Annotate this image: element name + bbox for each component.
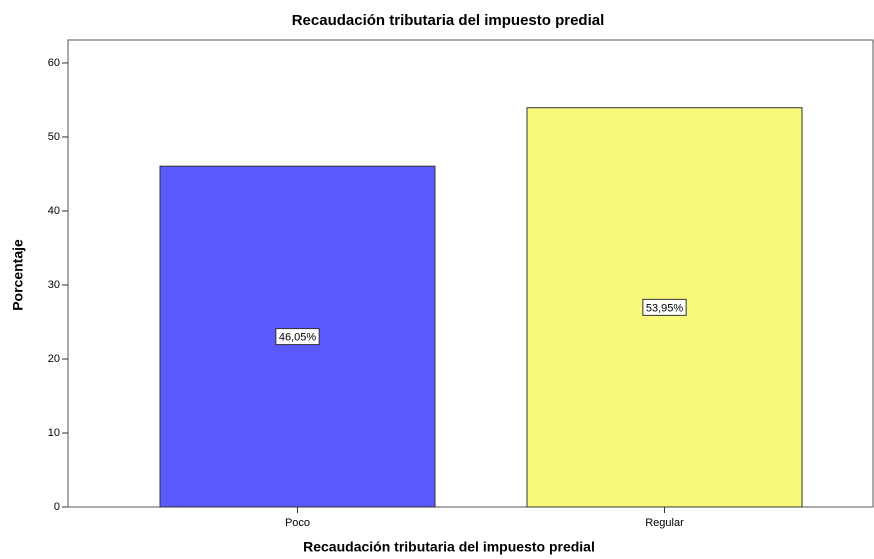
y-tick-label: 20 bbox=[48, 353, 60, 365]
x-tick-label: Regular bbox=[645, 517, 684, 529]
y-tick-label: 60 bbox=[48, 57, 60, 69]
value-label: 53,95% bbox=[646, 302, 684, 314]
y-tick-label: 0 bbox=[54, 501, 60, 513]
y-tick-label: 40 bbox=[48, 205, 60, 217]
value-label-box bbox=[642, 298, 687, 316]
x-tick-label: Poco bbox=[285, 517, 310, 529]
chart-title: Recaudación tributaria del impuesto pred… bbox=[292, 12, 605, 29]
y-tick-label: 30 bbox=[48, 279, 60, 291]
y-axis-title: Porcentaje bbox=[10, 239, 26, 311]
value-label-box bbox=[275, 328, 320, 346]
bar bbox=[526, 107, 803, 508]
y-tick-label: 10 bbox=[48, 427, 60, 439]
x-axis-title: Recaudación tributaria del impuesto pred… bbox=[303, 539, 595, 555]
y-tick-label: 50 bbox=[48, 131, 60, 143]
value-label: 46,05% bbox=[279, 331, 317, 343]
